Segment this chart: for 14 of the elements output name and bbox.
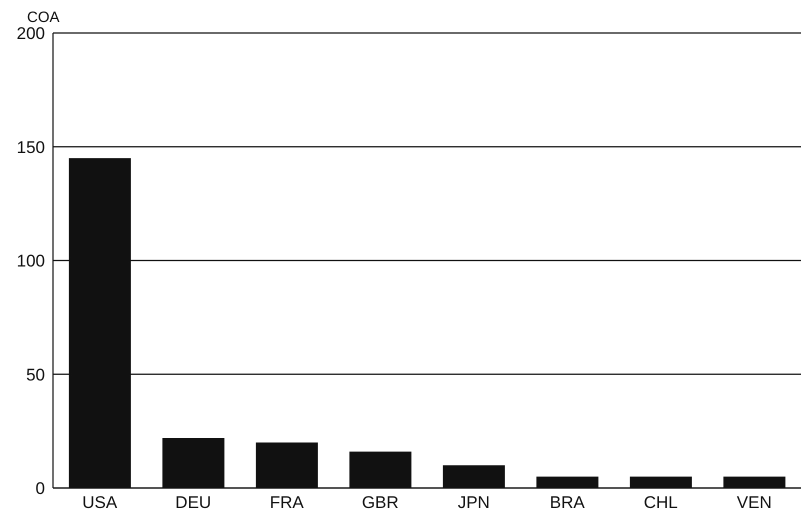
- y-tick-label: 0: [36, 479, 45, 498]
- y-tick-label: 200: [16, 24, 45, 44]
- x-tick-label: CHL: [644, 493, 678, 512]
- y-tick-label: 100: [16, 252, 45, 271]
- y-axis-title: COA: [27, 9, 60, 26]
- x-tick-label: BRA: [550, 493, 586, 512]
- x-tick-label: JPN: [458, 493, 490, 512]
- x-tick-label: USA: [82, 493, 118, 512]
- y-tick-label: 150: [16, 138, 45, 157]
- x-tick-label: VEN: [736, 493, 772, 512]
- x-tick-label: DEU: [175, 493, 212, 512]
- x-tick-label: GBR: [362, 493, 399, 512]
- x-tick-label: FRA: [270, 493, 304, 512]
- y-tick-label: 50: [26, 365, 45, 384]
